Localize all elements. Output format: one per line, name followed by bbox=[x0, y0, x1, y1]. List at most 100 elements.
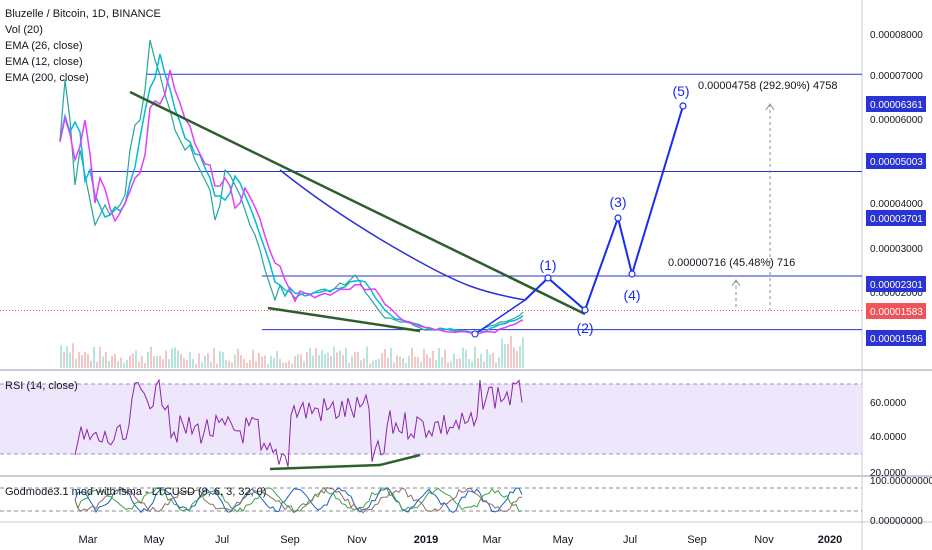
volume-bar bbox=[471, 361, 473, 368]
wave-node bbox=[628, 270, 636, 278]
volume-bar bbox=[384, 349, 386, 368]
volume-bar bbox=[522, 337, 524, 368]
trend-line-lower bbox=[267, 306, 421, 333]
price-tick-label: 0.00007000 bbox=[870, 71, 923, 82]
volume-bar bbox=[270, 355, 272, 368]
volume-bar bbox=[252, 349, 254, 368]
price-badge bbox=[866, 96, 926, 112]
volume-bar bbox=[249, 359, 251, 368]
elliott-wave-path bbox=[524, 105, 684, 312]
volume-bar bbox=[366, 346, 368, 368]
wave-label: (1) bbox=[539, 257, 556, 273]
price-badge-label: 0.00002301 bbox=[870, 280, 923, 291]
volume-bar bbox=[87, 353, 89, 368]
volume-bar bbox=[507, 344, 509, 368]
volume-bar bbox=[402, 358, 404, 368]
volume-bar bbox=[387, 357, 389, 368]
volume-bar bbox=[411, 347, 413, 368]
volume-bar bbox=[264, 355, 266, 368]
rsi-legend[interactable]: RSI (14, close) bbox=[5, 380, 78, 392]
wave-label: (5) bbox=[672, 83, 689, 99]
volume-bar bbox=[318, 355, 320, 368]
price-badge bbox=[866, 153, 926, 169]
volume-bar bbox=[420, 361, 422, 368]
volume-bar bbox=[483, 361, 485, 368]
price-badge bbox=[866, 303, 926, 319]
volume-bar bbox=[495, 362, 497, 368]
volume-bar bbox=[342, 354, 344, 368]
volume-bar bbox=[468, 359, 470, 368]
volume-bar bbox=[477, 357, 479, 368]
price-badge-label: 0.00003701 bbox=[870, 214, 923, 225]
volume-bar bbox=[108, 360, 110, 368]
legend-ema200[interactable]: EMA (200, close) bbox=[5, 72, 89, 84]
volume-bar bbox=[348, 363, 350, 368]
volume-bar bbox=[333, 346, 335, 368]
volume-bar bbox=[429, 357, 431, 368]
volume-bar bbox=[498, 357, 500, 368]
x-tick-label: Jul bbox=[215, 534, 229, 546]
volume-bar bbox=[414, 356, 416, 368]
volume-bar bbox=[372, 360, 374, 368]
wave-node bbox=[581, 306, 589, 314]
volume-bar bbox=[120, 357, 122, 368]
volume-bar bbox=[426, 354, 428, 368]
price-tick-label: 0.00008000 bbox=[870, 30, 923, 41]
volume-bar bbox=[90, 360, 92, 368]
legend-ema12[interactable]: EMA (12, close) bbox=[5, 56, 83, 68]
volume-bar bbox=[243, 358, 245, 368]
rsi-band bbox=[0, 384, 862, 454]
volume-bar bbox=[60, 345, 62, 368]
volume-bar bbox=[510, 336, 512, 368]
x-tick-label: 2020 bbox=[818, 534, 842, 546]
x-tick-label: 2019 bbox=[414, 534, 438, 546]
volume-bar bbox=[126, 359, 128, 368]
ema200-line bbox=[279, 169, 526, 301]
volume-bar bbox=[231, 362, 233, 368]
wave-node bbox=[471, 330, 479, 338]
ema12-line bbox=[59, 53, 524, 333]
volume-bar bbox=[288, 360, 290, 368]
volume-bar bbox=[276, 351, 278, 368]
godmode-legend[interactable]: Godmode3.1 mod with isma - LTCUSD (9, 6,… bbox=[5, 486, 267, 498]
rsi-line bbox=[74, 378, 523, 467]
price-tick-label: 0.00004000 bbox=[870, 199, 923, 210]
x-tick-label: Nov bbox=[347, 534, 367, 546]
volume-bar bbox=[117, 361, 119, 368]
rsi-tick-label: 40.0000 bbox=[870, 432, 907, 443]
volume-bar bbox=[300, 354, 302, 368]
volume-bar bbox=[321, 349, 323, 368]
rsi-trend-line bbox=[379, 453, 421, 467]
x-tick-label: Jul bbox=[623, 534, 637, 546]
wave-node bbox=[679, 102, 687, 110]
x-tick-label: Sep bbox=[280, 534, 300, 546]
wave-label: (4) bbox=[623, 287, 640, 303]
volume-bar bbox=[186, 360, 188, 368]
wave-node bbox=[614, 214, 622, 222]
volume-bar bbox=[327, 352, 329, 368]
volume-bar bbox=[459, 358, 461, 368]
price-badge bbox=[866, 276, 926, 292]
volume-bar bbox=[141, 355, 143, 368]
price-tick-label: 0.00003000 bbox=[870, 244, 923, 255]
volume-bar bbox=[225, 359, 227, 368]
volume-bar bbox=[492, 353, 494, 368]
volume-bar bbox=[159, 355, 161, 368]
volume-bar bbox=[405, 362, 407, 368]
legend-ema26[interactable]: EMA (26, close) bbox=[5, 40, 83, 52]
price-badge bbox=[866, 210, 926, 226]
volume-bar bbox=[303, 361, 305, 368]
volume-bar bbox=[171, 348, 173, 368]
symbol-title[interactable]: Bluzelle / Bitcoin, 1D, BINANCE bbox=[5, 8, 161, 20]
volume-bar bbox=[279, 359, 281, 368]
legend-vol[interactable]: Vol (20) bbox=[5, 24, 43, 36]
godmode-line bbox=[74, 486, 523, 513]
volume-bar bbox=[84, 351, 86, 368]
volume-bar bbox=[63, 351, 65, 368]
volume-bar bbox=[336, 352, 338, 368]
volume-bar bbox=[465, 349, 467, 368]
volume-bar bbox=[129, 355, 131, 368]
